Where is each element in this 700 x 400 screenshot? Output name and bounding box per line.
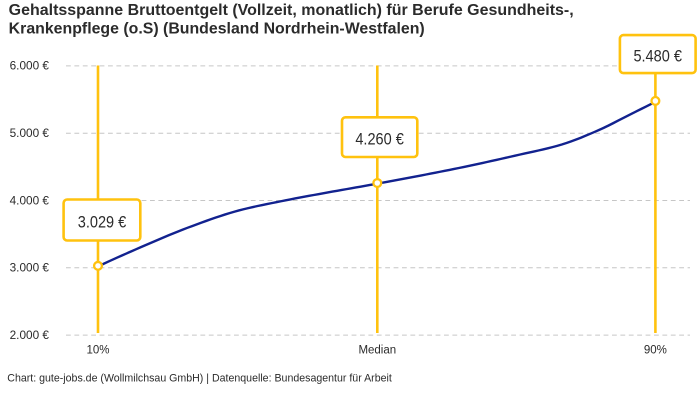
svg-text:10%: 10%	[86, 345, 109, 357]
svg-text:3.000 €: 3.000 €	[10, 261, 50, 275]
svg-text:Chart: gute-jobs.de (Wollmilch: Chart: gute-jobs.de (Wollmilchsau GmbH) …	[7, 373, 392, 385]
svg-text:Median: Median	[358, 345, 396, 357]
svg-text:5.480 €: 5.480 €	[633, 47, 682, 66]
svg-text:3.029 €: 3.029 €	[78, 213, 127, 232]
svg-text:Gehaltsspanne Bruttoentgelt (V: Gehaltsspanne Bruttoentgelt (Vollzeit, m…	[9, 2, 574, 19]
svg-text:4.000 €: 4.000 €	[10, 193, 50, 207]
svg-text:4.260 €: 4.260 €	[355, 130, 404, 149]
svg-text:6.000 €: 6.000 €	[10, 59, 50, 73]
svg-text:90%: 90%	[644, 345, 667, 357]
svg-text:5.000 €: 5.000 €	[10, 126, 50, 140]
svg-text:Krankenpflege (o.S) (Bundeslan: Krankenpflege (o.S) (Bundesland Nordrhei…	[9, 20, 425, 37]
svg-text:2.000 €: 2.000 €	[10, 328, 50, 342]
